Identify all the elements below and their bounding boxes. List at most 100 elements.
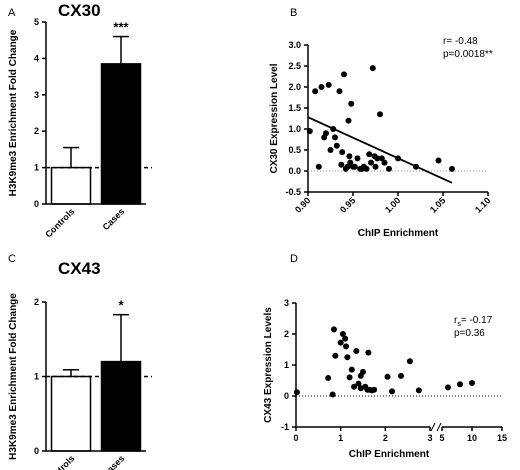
data-point [330, 326, 337, 333]
data-point [415, 387, 422, 394]
y-axis-label: CX43 Expression Levels [263, 307, 274, 423]
x-tick-label: 0.90 [293, 195, 312, 214]
y-tick-label: 1 [34, 372, 39, 382]
data-point [325, 375, 332, 382]
x-tick-label: Cases [101, 206, 127, 232]
data-point [374, 155, 381, 162]
data-point [389, 388, 396, 395]
data-point [318, 84, 325, 90]
data-point [342, 335, 349, 342]
stat-r-value: = -0.17 [461, 315, 493, 326]
stat-text: p=0.0018** [443, 49, 493, 60]
y-tick-label: 3 [284, 298, 289, 308]
y-tick-label: 2.5 [288, 61, 301, 71]
x-tick-label: Controls [43, 453, 76, 470]
data-point [360, 368, 366, 375]
data-point [306, 128, 313, 135]
data-point [469, 379, 475, 386]
axis-break-mark [436, 422, 442, 432]
x-tick-label: Controls [43, 206, 76, 239]
stat-text: r= -0.48 [443, 36, 478, 47]
data-point [355, 380, 362, 387]
data-point [346, 153, 353, 160]
data-point [329, 391, 336, 398]
bar [50, 166, 92, 205]
data-point [377, 111, 383, 118]
panel-label-a: A [8, 7, 16, 19]
data-point [371, 386, 378, 393]
data-point [332, 352, 339, 359]
data-point [354, 155, 361, 162]
significance-annotation: * [118, 298, 124, 313]
y-tick-label: 3.0 [288, 40, 301, 50]
data-point [384, 373, 391, 380]
significance-annotation: *** [113, 20, 129, 35]
panel-label-d: D [290, 253, 298, 265]
data-point [337, 339, 344, 346]
bar [100, 360, 142, 452]
y-tick-label: 2 [284, 329, 289, 339]
data-point [344, 354, 351, 361]
y-axis-label: CX30 Expression Level [269, 63, 280, 173]
data-point [325, 81, 332, 88]
data-point [348, 366, 355, 373]
y-tick-label: -1 [281, 422, 289, 432]
data-point [445, 384, 451, 391]
axis-break-mark [430, 422, 436, 432]
x-tick-label: 10 [467, 433, 477, 443]
data-point [338, 161, 345, 168]
y-tick-label: 0.5 [288, 145, 301, 155]
data-point [406, 358, 413, 365]
regression-line [307, 116, 453, 184]
data-point [353, 348, 360, 355]
data-point [345, 117, 352, 124]
x-tick-label: 1 [338, 433, 343, 443]
data-point [457, 381, 463, 388]
x-tick-label: 5 [439, 433, 444, 443]
data-point [336, 88, 343, 95]
y-tick-label: 0 [34, 446, 39, 456]
bar [50, 375, 92, 452]
y-axis-label: H3K9me3 Enrichment Fold Change [8, 293, 19, 460]
data-point [351, 383, 358, 390]
data-point [372, 163, 379, 170]
data-point [293, 389, 300, 396]
stat-text: rs= -0.17 [454, 315, 493, 328]
data-point [381, 159, 388, 166]
x-tick-label: 3 [427, 433, 432, 443]
y-tick-label: 2 [34, 297, 39, 307]
y-tick-label: 1 [284, 360, 289, 370]
data-point [365, 349, 372, 356]
y-tick-label: 0 [284, 391, 289, 401]
data-point [341, 71, 347, 78]
y-axis-label: H3K9me3 Enrichment Fold Change [8, 29, 19, 196]
y-tick-label: -0.5 [285, 187, 301, 197]
x-tick-label: 2 [383, 433, 388, 443]
x-axis-label: ChIP Enrichment [358, 228, 439, 239]
data-point [343, 343, 350, 350]
panel-label-c: C [8, 253, 16, 265]
stat-text: p=0.36 [454, 328, 485, 339]
x-tick-label: 0.95 [338, 195, 357, 214]
data-point [327, 147, 334, 153]
y-tick-label: 0 [34, 199, 39, 209]
y-tick-label: 1.0 [288, 124, 301, 134]
data-point [339, 149, 346, 156]
stat-r: r [454, 315, 458, 326]
bar [100, 63, 142, 205]
chart-title: CX43 [58, 259, 101, 278]
data-point [363, 165, 370, 172]
data-point [369, 65, 376, 72]
x-tick-label: 15 [497, 433, 507, 443]
y-tick-label: 4 [34, 53, 39, 63]
y-tick-label: 2 [34, 126, 39, 136]
data-point [323, 130, 329, 137]
y-tick-label: 3 [34, 90, 39, 100]
data-point [449, 165, 455, 172]
data-point [312, 88, 319, 95]
data-point [339, 331, 346, 337]
chart-title: CX30 [58, 1, 101, 20]
data-point [332, 134, 338, 141]
data-point [397, 372, 404, 379]
